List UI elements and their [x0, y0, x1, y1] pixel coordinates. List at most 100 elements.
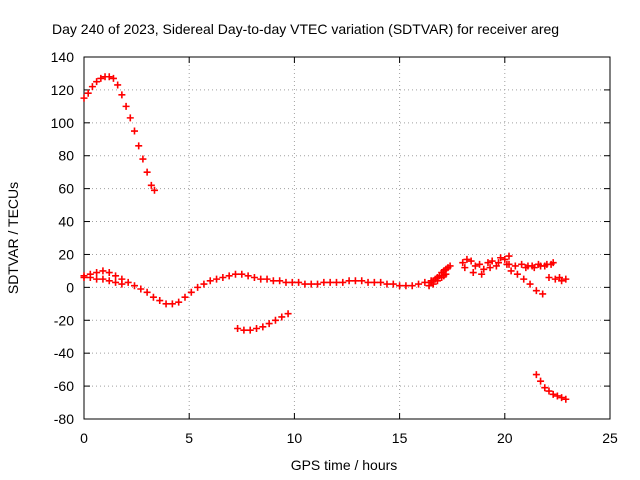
data-point [265, 320, 273, 328]
data-point [484, 259, 492, 267]
data-point [88, 83, 96, 91]
x-tick-label: 5 [185, 430, 193, 446]
data-point [225, 272, 233, 280]
data-point [99, 267, 107, 275]
data-point [389, 280, 397, 288]
axis-ticks [83, 56, 611, 420]
data-point [114, 81, 122, 89]
data-point [238, 270, 246, 278]
data-point [253, 325, 261, 332]
data-point [122, 102, 130, 110]
series-main-track [80, 267, 448, 308]
data-points [80, 73, 570, 403]
data-point [511, 262, 519, 270]
y-tick-label: 20 [58, 246, 74, 262]
data-point [118, 280, 126, 288]
series-arc-high [80, 73, 158, 194]
data-point [558, 394, 566, 402]
data-point [469, 269, 477, 277]
data-point [80, 94, 88, 102]
data-point [149, 293, 157, 301]
data-point [112, 278, 120, 286]
chart-title: Day 240 of 2023, Sidereal Day-to-day VTE… [52, 21, 559, 37]
x-axis-label: GPS time / hours [291, 457, 398, 473]
data-point [497, 254, 505, 262]
data-point [339, 278, 347, 286]
data-point [93, 269, 101, 277]
data-point [181, 293, 189, 301]
data-point [461, 264, 469, 272]
data-point [505, 252, 513, 260]
data-point [278, 313, 286, 321]
data-point [93, 78, 101, 86]
data-point [194, 283, 202, 291]
data-point [93, 275, 101, 283]
x-tick-label: 10 [287, 430, 303, 446]
data-point [545, 387, 553, 395]
y-tick-label: 140 [51, 49, 75, 65]
data-point [558, 277, 566, 285]
series-scatter-17h [425, 262, 454, 290]
data-point [307, 280, 315, 288]
data-point [234, 325, 242, 332]
data-point [213, 275, 221, 283]
data-point [147, 181, 155, 189]
grid-lines [84, 57, 610, 419]
series-arc-negative-late [532, 371, 570, 403]
y-tick-label: -60 [54, 378, 74, 394]
data-point [433, 277, 441, 285]
data-point [99, 275, 107, 283]
y-tick-label: -40 [54, 345, 74, 361]
data-point [505, 260, 513, 268]
data-point [162, 300, 170, 308]
y-tick-label: 120 [51, 82, 75, 98]
data-point [105, 269, 113, 277]
y-tick-label: -80 [54, 411, 74, 427]
data-point [143, 288, 151, 296]
data-point [539, 290, 547, 298]
data-point [257, 275, 265, 283]
data-point [370, 278, 378, 286]
data-point [168, 300, 176, 308]
data-point [80, 273, 88, 281]
data-point [332, 278, 340, 286]
data-point [501, 255, 509, 263]
data-point [112, 272, 120, 280]
data-point [288, 278, 296, 286]
data-point [562, 395, 570, 403]
data-point [263, 275, 271, 283]
data-point [231, 270, 239, 278]
data-point [532, 371, 540, 379]
y-tick-label: 80 [58, 148, 74, 164]
data-point [124, 278, 132, 286]
x-tick-label: 20 [497, 430, 513, 446]
data-point [150, 186, 158, 194]
data-point [240, 326, 248, 334]
data-point [200, 280, 208, 288]
data-point [86, 273, 94, 281]
data-point [526, 280, 534, 288]
data-point [478, 270, 486, 278]
data-point [187, 288, 195, 296]
data-point [415, 280, 423, 288]
data-point [467, 257, 475, 265]
data-point [402, 282, 410, 290]
data-point [463, 255, 471, 263]
data-point [126, 114, 134, 122]
data-point [528, 262, 536, 270]
data-point [396, 282, 404, 290]
data-point [137, 285, 145, 293]
data-point [282, 278, 290, 286]
y-tick-label: 0 [66, 279, 74, 295]
data-point [358, 277, 366, 285]
data-point [534, 260, 542, 268]
y-tick-label: 100 [51, 115, 75, 131]
data-point [284, 310, 292, 318]
x-tick-label: 0 [80, 430, 88, 446]
data-point [314, 280, 322, 288]
data-point [553, 392, 561, 400]
data-point [364, 278, 372, 286]
data-point [471, 262, 479, 270]
data-point [549, 390, 557, 398]
